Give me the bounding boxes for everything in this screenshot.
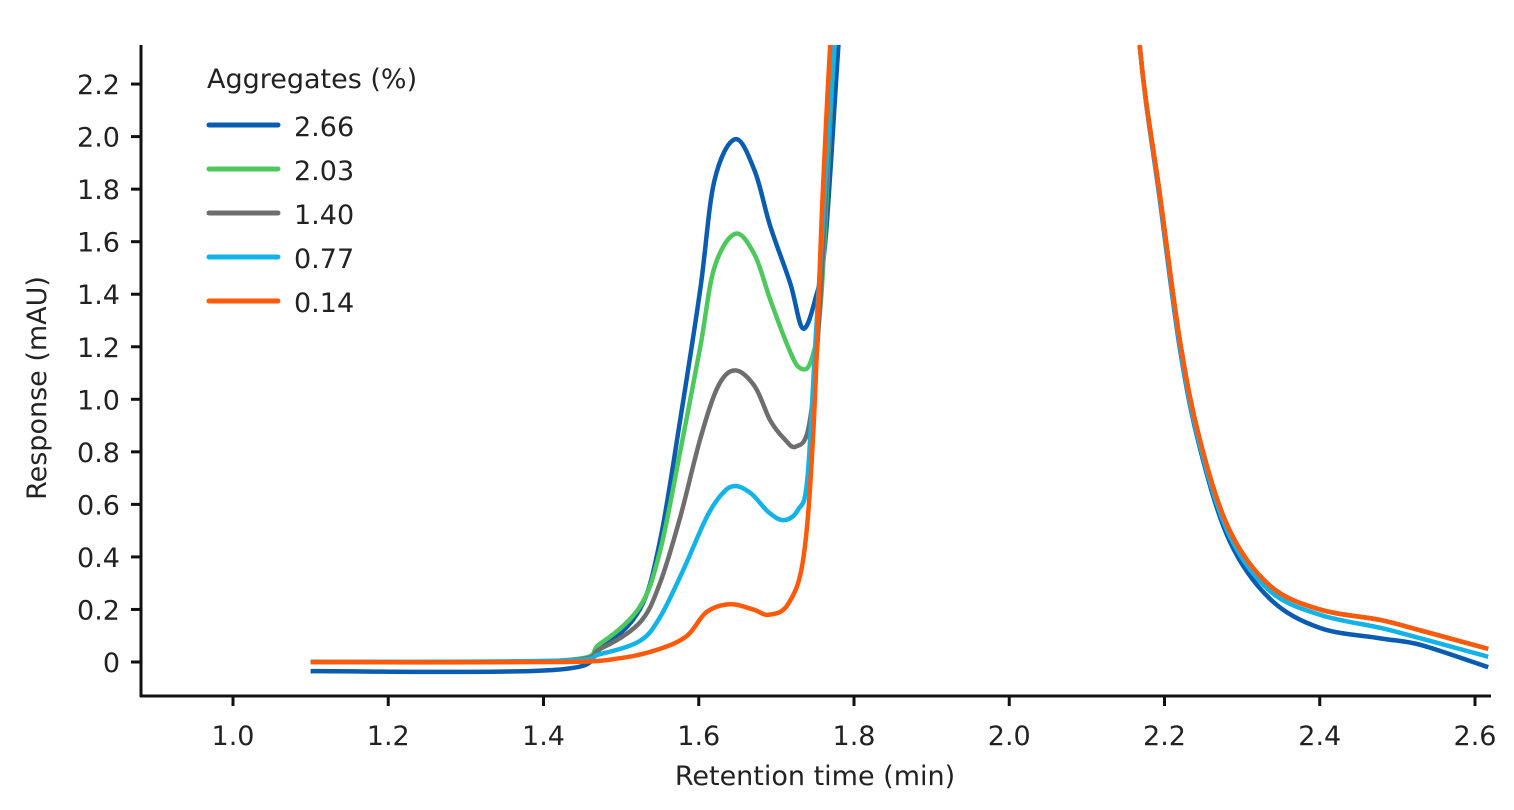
x-tick-label: 2.4 xyxy=(1298,721,1341,752)
x-tick-label: 1.0 xyxy=(212,721,255,752)
y-tick-label: 1.0 xyxy=(77,385,120,416)
y-tick-label: 2.2 xyxy=(77,70,120,101)
legend: Aggregates (%) 2.66 2.03 1.40 0.77 0.14 xyxy=(206,64,417,319)
y-tick-label: 2.0 xyxy=(77,123,120,154)
y-tick-label: 0.8 xyxy=(77,438,120,469)
series-line-0.14 xyxy=(310,45,1489,665)
y-axis-label: Response (mAU) xyxy=(22,276,53,500)
axis-ticks: 1.0 1.2 1.4 1.6 1.8 2.0 2.2 2.4 2.6 0 0.2 0.4 0.6 0.8… xyxy=(77,70,1496,752)
x-tick-label: 2.0 xyxy=(988,721,1031,752)
legend-title: Aggregates (%) xyxy=(207,64,417,95)
series-lines xyxy=(310,45,1489,675)
y-tick-label: 1.2 xyxy=(77,333,120,364)
legend-entry: 0.77 xyxy=(294,244,354,275)
series-line-1.40 xyxy=(310,45,1489,665)
x-tick-label: 1.6 xyxy=(677,721,720,752)
legend-entry: 2.03 xyxy=(294,156,354,187)
y-tick-label: 1.4 xyxy=(77,280,120,311)
legend-entry: 1.40 xyxy=(294,200,354,231)
x-tick-label: 1.8 xyxy=(833,721,876,752)
y-tick-label: 0.2 xyxy=(77,595,120,626)
x-axis-label: Retention time (min) xyxy=(675,761,955,792)
y-tick-label: 1.8 xyxy=(77,175,120,206)
series-line-2.66 xyxy=(310,45,1489,675)
x-tick-label: 2.2 xyxy=(1143,721,1186,752)
y-tick-label: 0.6 xyxy=(77,490,120,521)
series-line-0.77 xyxy=(310,45,1489,665)
y-tick-label: 0.4 xyxy=(77,543,120,574)
x-tick-label: 1.2 xyxy=(367,721,410,752)
y-tick-label: 1.6 xyxy=(77,228,120,259)
x-tick-label: 2.6 xyxy=(1454,721,1497,752)
legend-entry: 0.14 xyxy=(294,288,354,319)
x-tick-label: 1.4 xyxy=(522,721,565,752)
y-tick-label: 0 xyxy=(103,648,120,679)
series-line-2.03 xyxy=(310,45,1489,665)
legend-entry: 2.66 xyxy=(294,112,354,143)
